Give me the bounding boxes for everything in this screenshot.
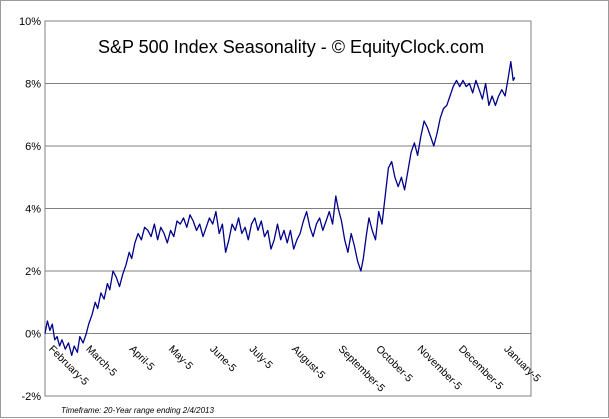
chart-footnote: Timeframe: 20-Year range ending 2/4/2013 bbox=[61, 406, 214, 415]
y-tick-label: 6% bbox=[25, 141, 41, 153]
x-tick-label: December-5 bbox=[456, 343, 505, 392]
y-tick-label: 8% bbox=[25, 79, 41, 91]
chart-grid bbox=[45, 83, 531, 334]
y-tick-label: 4% bbox=[25, 204, 41, 216]
x-tick-label: April-5 bbox=[127, 343, 157, 373]
plot-area-border bbox=[44, 20, 532, 397]
x-tick-label: March-5 bbox=[83, 343, 119, 379]
x-tick-label: January-5 bbox=[501, 343, 543, 385]
y-axis-labels: -2% 0% 2% 4% 6% 8% 10% bbox=[19, 16, 41, 403]
x-tick-label: July-5 bbox=[247, 343, 275, 371]
y-tick-label: 2% bbox=[25, 266, 41, 278]
x-tick-label: May-5 bbox=[166, 343, 195, 372]
y-tick-label: 10% bbox=[19, 16, 41, 28]
y-tick-label: -2% bbox=[21, 391, 41, 403]
y-tick-label: 0% bbox=[25, 329, 41, 341]
chart-title: S&P 500 Index Seasonality - © EquityCloc… bbox=[98, 37, 484, 57]
x-tick-label: June-5 bbox=[207, 343, 238, 374]
seasonality-series-line bbox=[44, 60, 516, 357]
x-tick-label: August-5 bbox=[289, 343, 327, 381]
